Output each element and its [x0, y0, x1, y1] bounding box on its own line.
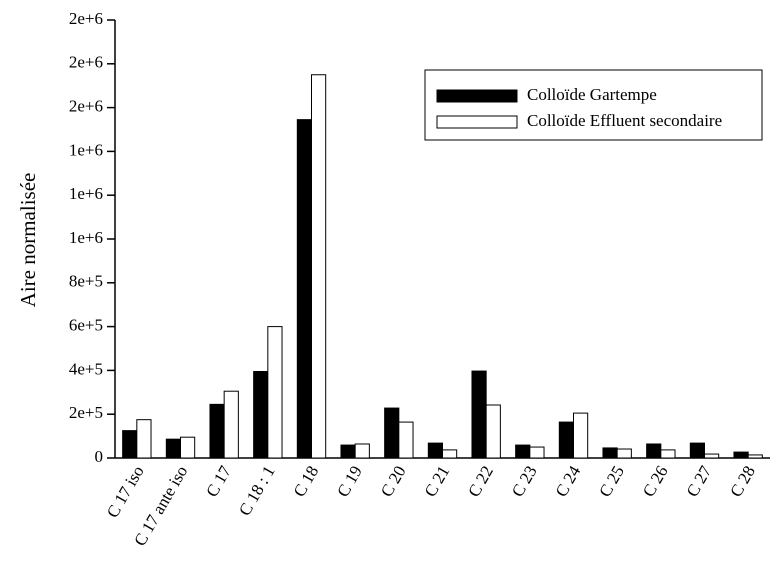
bar [558, 421, 575, 459]
bar [209, 403, 225, 459]
legend-swatch [436, 89, 518, 103]
bar [165, 438, 182, 459]
legend-label: Colloïde Effluent secondaire [527, 111, 722, 130]
bar [384, 407, 400, 459]
y-tick-label: 1e+6 [69, 140, 103, 159]
bar [296, 119, 312, 459]
y-tick-label: 8e+5 [69, 272, 103, 291]
bar [485, 404, 501, 459]
x-tick-label: C 18 : 1 [235, 462, 279, 519]
bar [573, 412, 589, 459]
legend-label: Colloïde Gartempe [527, 85, 657, 104]
bar [471, 370, 487, 459]
bar [398, 421, 414, 459]
bar [354, 443, 370, 459]
x-tick-label: C 22 [464, 462, 497, 500]
x-tick-label: C 17 iso [103, 462, 148, 521]
bar [136, 419, 152, 459]
bar [180, 436, 196, 459]
bar [515, 444, 531, 459]
bar [646, 443, 662, 459]
x-tick-label: C 24 [552, 462, 585, 500]
y-tick-label: 4e+5 [69, 359, 103, 378]
x-tick-label: C 19 [333, 462, 366, 500]
bar [660, 449, 676, 459]
x-tick-label: C 25 [595, 462, 628, 500]
x-tick-label: C 20 [377, 462, 410, 500]
bar [267, 326, 283, 459]
y-axis-label: Aire normalisée [16, 173, 40, 308]
y-tick-label: 2e+6 [69, 97, 103, 116]
x-tick-label: C 23 [508, 462, 541, 500]
y-tick-label: 2e+6 [69, 9, 103, 28]
x-tick-label: C 26 [639, 462, 672, 500]
y-tick-label: 0 [95, 447, 104, 466]
bar [427, 442, 443, 459]
x-tick-label: C 27 [683, 462, 716, 500]
legend-swatch [436, 115, 518, 129]
x-tick-label: C 18 [290, 462, 323, 500]
bar [616, 448, 632, 459]
x-tick-label: C 17 [202, 462, 235, 500]
bar [602, 447, 618, 459]
bar [340, 444, 356, 459]
bar [311, 74, 327, 459]
x-tick-label: C 21 [421, 462, 454, 500]
bar [223, 390, 239, 459]
bar [747, 454, 763, 459]
y-tick-label: 1e+6 [69, 184, 103, 203]
y-tick-label: 2e+6 [69, 53, 103, 72]
bar [529, 446, 545, 459]
y-tick-label: 1e+6 [69, 228, 103, 247]
y-tick-label: 6e+5 [69, 316, 103, 335]
x-tick-label: C 28 [726, 462, 759, 500]
bar [704, 453, 720, 459]
y-tick-label: 2e+5 [69, 403, 103, 422]
bar [122, 430, 138, 459]
bar [253, 370, 269, 459]
bar [733, 451, 749, 459]
bar [689, 442, 706, 459]
bar [442, 449, 458, 459]
